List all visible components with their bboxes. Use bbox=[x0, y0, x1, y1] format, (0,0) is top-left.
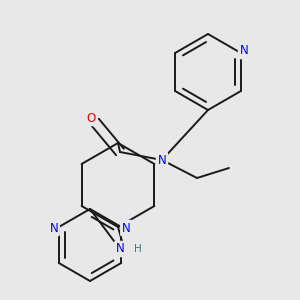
Text: N: N bbox=[158, 154, 166, 166]
Text: H: H bbox=[134, 244, 142, 254]
Text: N: N bbox=[116, 242, 124, 256]
Text: O: O bbox=[86, 112, 96, 124]
Text: N: N bbox=[239, 44, 248, 58]
Text: N: N bbox=[50, 221, 58, 235]
Text: N: N bbox=[122, 221, 130, 235]
